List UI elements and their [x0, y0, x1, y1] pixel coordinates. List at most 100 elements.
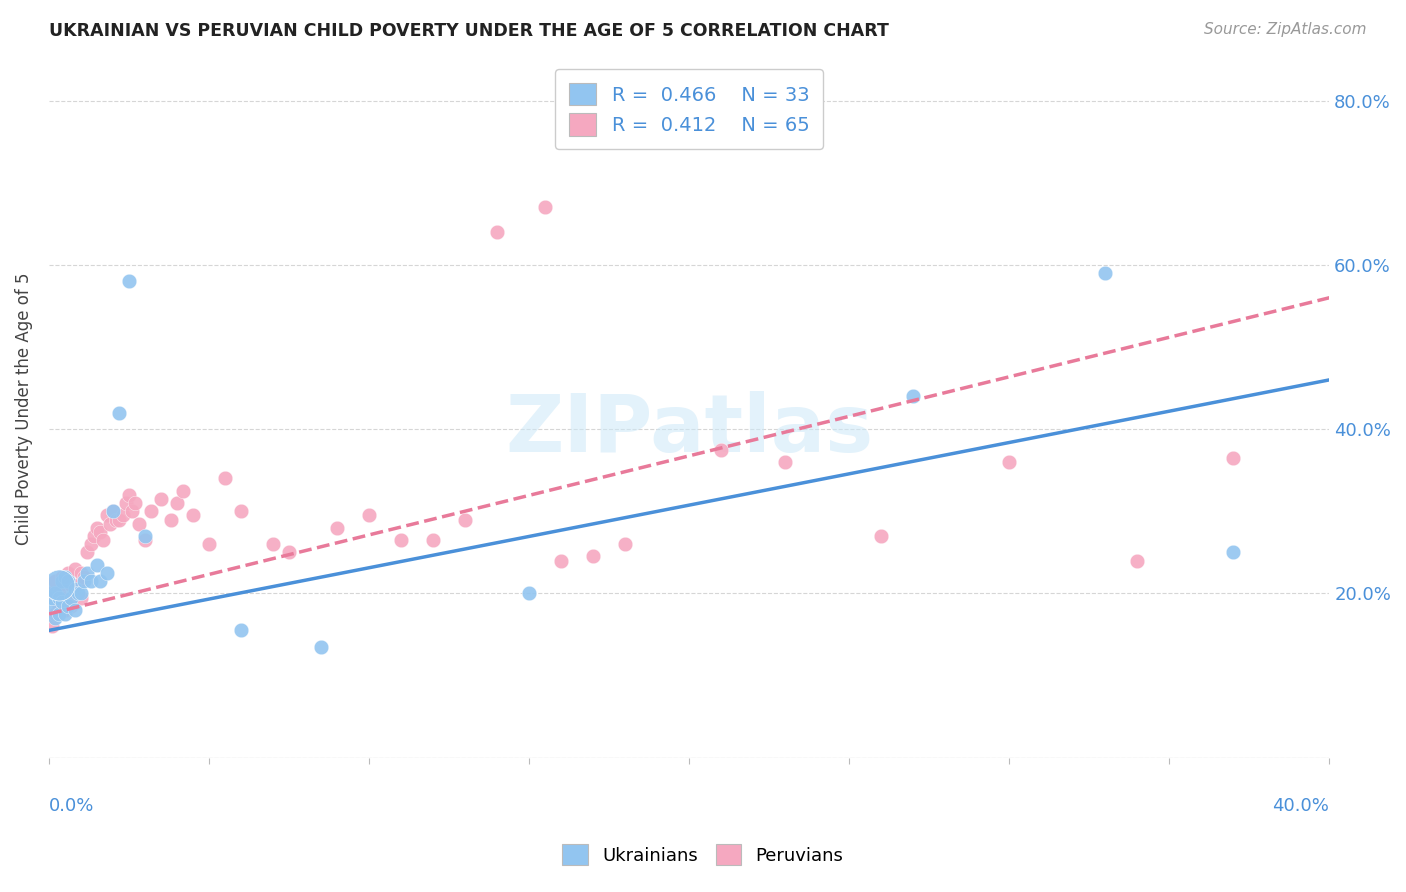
- Point: [41, 619, 63, 633]
- Point: [63, 586, 86, 600]
- Point: [70, 591, 93, 605]
- Point: [108, 512, 131, 526]
- Point: [118, 488, 141, 502]
- Point: [1222, 545, 1244, 559]
- Point: [44, 611, 66, 625]
- Point: [79, 537, 101, 551]
- Point: [51, 594, 73, 608]
- Point: [66, 578, 89, 592]
- Point: [79, 574, 101, 588]
- Point: [73, 570, 96, 584]
- Point: [89, 574, 111, 588]
- Point: [48, 607, 70, 621]
- Point: [901, 389, 924, 403]
- Point: [48, 591, 70, 605]
- Text: 40.0%: 40.0%: [1272, 797, 1329, 814]
- Point: [550, 553, 572, 567]
- Point: [309, 640, 332, 654]
- Point: [76, 545, 98, 559]
- Point: [486, 225, 509, 239]
- Point: [870, 529, 893, 543]
- Point: [773, 455, 796, 469]
- Legend: Ukrainians, Peruvians: Ukrainians, Peruvians: [555, 837, 851, 872]
- Point: [101, 504, 124, 518]
- Point: [51, 591, 73, 605]
- Point: [389, 533, 412, 547]
- Point: [534, 201, 557, 215]
- Point: [41, 586, 63, 600]
- Point: [134, 529, 156, 543]
- Point: [53, 603, 76, 617]
- Point: [105, 512, 128, 526]
- Point: [73, 574, 96, 588]
- Point: [70, 586, 93, 600]
- Point: [198, 537, 221, 551]
- Point: [48, 578, 70, 592]
- Point: [998, 455, 1021, 469]
- Point: [48, 586, 70, 600]
- Point: [63, 582, 86, 597]
- Point: [1126, 553, 1149, 567]
- Point: [60, 578, 83, 592]
- Point: [517, 586, 540, 600]
- Y-axis label: Child Poverty Under the Age of 5: Child Poverty Under the Age of 5: [15, 272, 32, 545]
- Text: Source: ZipAtlas.com: Source: ZipAtlas.com: [1204, 22, 1367, 37]
- Point: [150, 491, 173, 506]
- Point: [181, 508, 204, 523]
- Point: [134, 533, 156, 547]
- Legend: R =  0.466    N = 33, R =  0.412    N = 65: R = 0.466 N = 33, R = 0.412 N = 65: [555, 70, 823, 149]
- Point: [582, 549, 605, 564]
- Point: [56, 574, 79, 588]
- Point: [83, 529, 105, 543]
- Point: [98, 516, 121, 531]
- Point: [262, 537, 284, 551]
- Point: [86, 521, 108, 535]
- Point: [128, 516, 150, 531]
- Point: [51, 570, 73, 584]
- Point: [56, 599, 79, 613]
- Point: [63, 603, 86, 617]
- Point: [101, 504, 124, 518]
- Point: [60, 591, 83, 605]
- Point: [172, 483, 194, 498]
- Point: [124, 496, 146, 510]
- Point: [422, 533, 444, 547]
- Point: [454, 512, 477, 526]
- Text: UKRAINIAN VS PERUVIAN CHILD POVERTY UNDER THE AGE OF 5 CORRELATION CHART: UKRAINIAN VS PERUVIAN CHILD POVERTY UNDE…: [49, 22, 889, 40]
- Point: [76, 566, 98, 580]
- Point: [44, 607, 66, 621]
- Point: [48, 599, 70, 613]
- Text: 0.0%: 0.0%: [49, 797, 94, 814]
- Point: [166, 496, 188, 510]
- Point: [614, 537, 637, 551]
- Point: [111, 508, 134, 523]
- Point: [96, 566, 118, 580]
- Point: [70, 566, 93, 580]
- Point: [229, 624, 252, 638]
- Text: ZIPatlas: ZIPatlas: [505, 391, 873, 468]
- Point: [53, 607, 76, 621]
- Point: [326, 521, 349, 535]
- Point: [41, 599, 63, 613]
- Point: [56, 594, 79, 608]
- Point: [56, 566, 79, 580]
- Point: [214, 471, 236, 485]
- Point: [121, 504, 143, 518]
- Point: [89, 524, 111, 539]
- Point: [141, 504, 163, 518]
- Point: [53, 574, 76, 588]
- Point: [357, 508, 380, 523]
- Point: [60, 599, 83, 613]
- Point: [44, 574, 66, 588]
- Point: [86, 558, 108, 572]
- Point: [159, 512, 181, 526]
- Point: [41, 591, 63, 605]
- Point: [44, 586, 66, 600]
- Point: [53, 570, 76, 584]
- Point: [93, 533, 115, 547]
- Point: [66, 586, 89, 600]
- Point: [229, 504, 252, 518]
- Point: [96, 508, 118, 523]
- Point: [1094, 266, 1116, 280]
- Point: [118, 274, 141, 288]
